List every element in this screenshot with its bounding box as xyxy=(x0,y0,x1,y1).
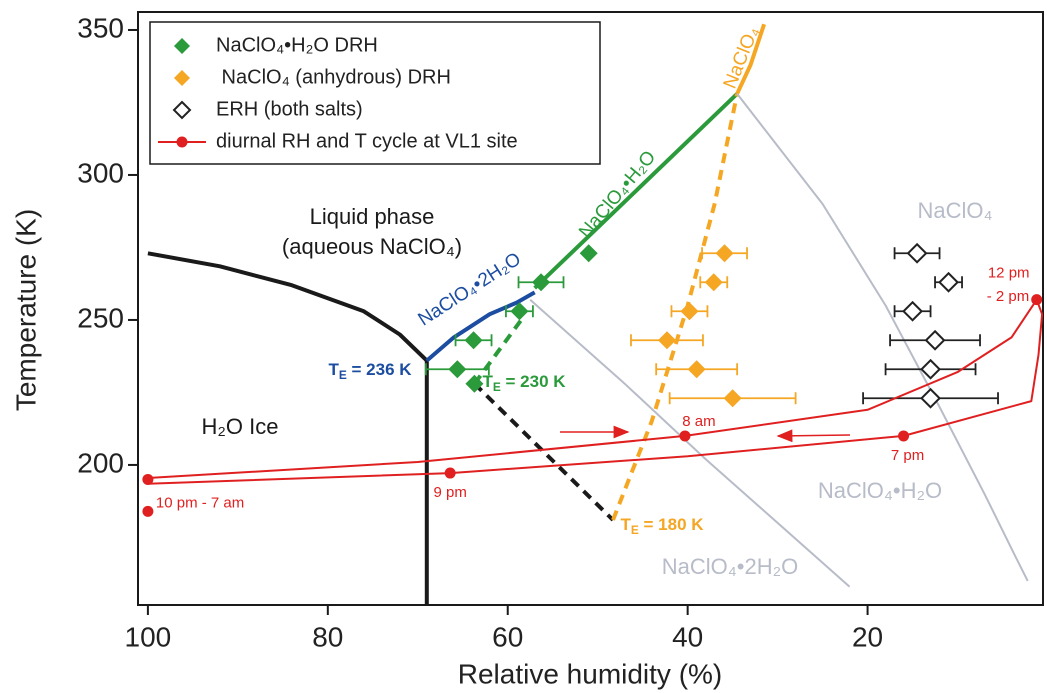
data-point xyxy=(444,467,456,479)
annotation-part: E xyxy=(493,380,501,394)
phase-boundary xyxy=(736,93,1029,582)
point-label: 7 pm xyxy=(891,447,924,464)
annotation: TE = 180 K xyxy=(620,515,704,537)
annotation-part: T xyxy=(620,515,631,534)
annotation: NaClO₄ xyxy=(918,198,993,223)
x-tick-label: 100 xyxy=(125,621,172,652)
data-point xyxy=(1031,294,1043,306)
legend-label: ERH (both salts) xyxy=(216,98,363,120)
annotation: H₂O Ice xyxy=(202,414,279,439)
y-tick-label: 300 xyxy=(77,157,124,188)
annotation-part: = 236 K xyxy=(347,360,412,379)
legend-marker xyxy=(174,38,190,54)
data-point xyxy=(715,244,734,263)
data-point xyxy=(704,273,723,292)
annotation-part: = 230 K xyxy=(501,372,566,391)
annotation-part: E xyxy=(631,523,639,537)
data-point xyxy=(898,430,910,442)
data-point xyxy=(465,374,484,393)
y-tick-label: 200 xyxy=(77,447,124,478)
data-point xyxy=(142,473,154,485)
data-point xyxy=(723,389,742,408)
x-tick-label: 80 xyxy=(312,621,343,652)
phase-boundary xyxy=(472,318,523,385)
phase-boundary xyxy=(529,298,851,588)
point-label: 8 am xyxy=(682,413,715,430)
annotation-part: T xyxy=(482,372,493,391)
data-point xyxy=(938,271,959,293)
point-label: 10 pm - 7 am xyxy=(156,494,244,511)
data-point xyxy=(687,360,706,379)
annotation: - 2 pm xyxy=(987,288,1030,305)
data-point xyxy=(906,242,928,264)
phase-boundary xyxy=(147,251,429,363)
data-point xyxy=(924,329,946,351)
data-point xyxy=(657,331,676,350)
annotation-part: E xyxy=(339,368,347,382)
annotation: NaClO₄•2H₂O xyxy=(415,249,525,331)
cycle-line xyxy=(147,298,1044,485)
data-point xyxy=(920,358,941,380)
point-label: 12 pm xyxy=(988,265,1030,282)
phase-boundary xyxy=(425,290,536,363)
annotation: TE = 230 K xyxy=(482,372,566,394)
annotation: NaClO₄•2H₂O xyxy=(662,554,798,579)
data-point xyxy=(679,430,691,442)
annotation: NaClO₄•H₂O xyxy=(818,478,942,503)
x-tick-label: 60 xyxy=(492,621,523,652)
annotation: NaClO₄ xyxy=(720,24,764,92)
y-tick-label: 350 xyxy=(77,12,124,43)
annotation: Liquid phase xyxy=(310,204,435,229)
data-point xyxy=(142,505,154,517)
direction-arrow xyxy=(776,429,851,443)
data-point xyxy=(579,244,598,263)
legend-label: NaClO₄ (anhydrous) DRH xyxy=(216,66,451,88)
phase-boundary xyxy=(735,23,766,95)
y-tick-label: 250 xyxy=(77,302,124,333)
annotation-part: = 180 K xyxy=(639,515,704,534)
legend-label: NaClO₄•H₂O DRH xyxy=(216,34,378,56)
x-tick-label: 20 xyxy=(852,621,883,652)
legend-marker xyxy=(174,70,190,86)
annotation: (aqueous NaClO₄) xyxy=(282,234,462,259)
legend-marker xyxy=(176,136,188,148)
data-point xyxy=(532,273,551,292)
data-point xyxy=(902,300,923,322)
x-tick-label: 40 xyxy=(672,621,703,652)
phase-boundary xyxy=(473,382,615,522)
legend-frame xyxy=(149,21,601,165)
data-point xyxy=(464,331,483,350)
data-point xyxy=(680,302,699,321)
annotation-part: T xyxy=(328,360,339,379)
data-point xyxy=(510,302,529,321)
legend-marker xyxy=(172,100,192,120)
annotation: TE = 236 K xyxy=(328,360,412,382)
plot-frame xyxy=(137,11,1044,606)
x-axis-title: Relative humidity (%) xyxy=(458,658,723,689)
phase-boundary xyxy=(611,93,740,521)
point-label: 9 pm xyxy=(433,484,466,501)
legend-label: diurnal RH and T cycle at VL1 site xyxy=(216,130,518,152)
data-point xyxy=(448,360,467,379)
phase-boundary xyxy=(533,92,739,290)
y-axis-title: Temperature (K) xyxy=(10,209,41,411)
data-point xyxy=(920,387,941,409)
legend: NaClO₄•H₂O DRH NaClO₄ (anhydrous) DRH ERH… xyxy=(149,21,601,165)
